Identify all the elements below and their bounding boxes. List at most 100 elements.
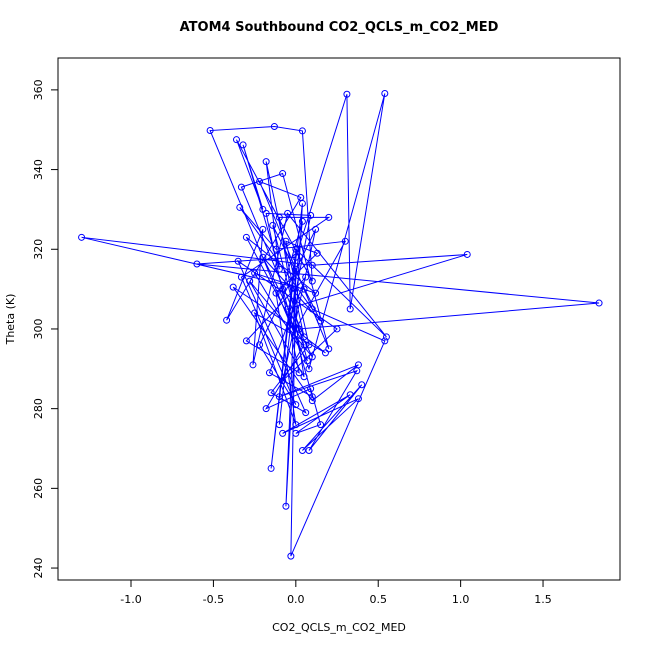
point bbox=[300, 285, 308, 293]
point bbox=[300, 333, 308, 341]
point bbox=[346, 305, 354, 313]
chart-title: ATOM4 Southbound CO2_QCLS_m_CO2_MED bbox=[180, 20, 499, 35]
point bbox=[298, 446, 306, 454]
point bbox=[229, 283, 237, 291]
point bbox=[292, 401, 300, 409]
point bbox=[358, 381, 366, 389]
x-tick-label: -1.0 bbox=[120, 593, 141, 606]
point bbox=[223, 316, 231, 324]
point bbox=[262, 405, 270, 413]
point bbox=[308, 305, 316, 313]
point bbox=[463, 250, 471, 258]
point bbox=[275, 421, 283, 429]
point bbox=[305, 365, 313, 373]
point bbox=[282, 502, 290, 510]
point bbox=[595, 299, 603, 307]
y-tick-label: 260 bbox=[32, 478, 45, 499]
point bbox=[267, 464, 275, 472]
y-tick-label: 320 bbox=[32, 239, 45, 260]
point bbox=[302, 273, 310, 281]
point bbox=[317, 317, 325, 325]
point bbox=[295, 369, 303, 377]
point bbox=[275, 265, 283, 273]
point bbox=[265, 369, 273, 377]
point bbox=[284, 305, 292, 313]
x-tick-label: 0.5 bbox=[369, 593, 387, 606]
point bbox=[279, 429, 287, 437]
point bbox=[259, 253, 267, 261]
point bbox=[270, 123, 278, 131]
point bbox=[292, 245, 300, 253]
point bbox=[292, 429, 300, 437]
point bbox=[272, 245, 280, 253]
point bbox=[308, 277, 316, 285]
point bbox=[313, 249, 321, 257]
y-tick-label: 360 bbox=[32, 79, 45, 100]
point bbox=[275, 393, 283, 401]
point bbox=[292, 253, 300, 261]
point bbox=[343, 90, 351, 98]
point bbox=[307, 385, 315, 393]
point bbox=[193, 260, 201, 268]
x-tick-label: -0.5 bbox=[203, 593, 224, 606]
plot-frame bbox=[57, 57, 621, 581]
point bbox=[275, 213, 283, 221]
point bbox=[249, 361, 257, 369]
y-tick-label: 300 bbox=[32, 318, 45, 339]
point bbox=[237, 183, 245, 191]
point bbox=[300, 341, 308, 349]
point bbox=[307, 211, 315, 219]
point bbox=[381, 89, 389, 97]
point bbox=[292, 421, 300, 429]
y-axis-label: Theta (K) bbox=[4, 294, 17, 346]
point bbox=[251, 269, 259, 277]
x-tick-label: 1.5 bbox=[534, 593, 552, 606]
point bbox=[298, 217, 306, 225]
x-tick-label: 1.0 bbox=[452, 593, 470, 606]
point bbox=[321, 349, 329, 357]
point bbox=[242, 337, 250, 345]
point bbox=[234, 257, 242, 265]
y-tick-label: 280 bbox=[32, 398, 45, 419]
y-tick-label: 340 bbox=[32, 159, 45, 180]
point bbox=[308, 393, 316, 401]
x-tick-label: 0.0 bbox=[287, 593, 305, 606]
point bbox=[279, 170, 287, 178]
point bbox=[292, 325, 300, 333]
point bbox=[295, 325, 303, 333]
point bbox=[251, 309, 259, 317]
point bbox=[236, 203, 244, 211]
point bbox=[232, 136, 240, 144]
point bbox=[308, 353, 316, 361]
point bbox=[382, 333, 390, 341]
point bbox=[317, 421, 325, 429]
point bbox=[272, 289, 280, 297]
point bbox=[285, 321, 293, 329]
point bbox=[282, 237, 290, 245]
point bbox=[256, 178, 264, 186]
point bbox=[256, 341, 264, 349]
point bbox=[262, 209, 270, 217]
point bbox=[269, 221, 277, 229]
y-tick-label: 240 bbox=[32, 558, 45, 579]
point bbox=[206, 127, 214, 135]
x-axis-label: CO2_QCLS_m_CO2_MED bbox=[272, 621, 406, 634]
point bbox=[279, 285, 287, 293]
point bbox=[300, 373, 308, 381]
point bbox=[242, 233, 250, 241]
point bbox=[346, 391, 354, 399]
point bbox=[298, 127, 306, 135]
point bbox=[354, 395, 362, 403]
point bbox=[262, 158, 270, 166]
point bbox=[237, 273, 245, 281]
point bbox=[302, 409, 310, 417]
point bbox=[341, 237, 349, 245]
point bbox=[279, 377, 287, 385]
point bbox=[292, 265, 300, 273]
point bbox=[312, 225, 320, 233]
point bbox=[284, 209, 292, 217]
point bbox=[312, 289, 320, 297]
point bbox=[246, 277, 254, 285]
